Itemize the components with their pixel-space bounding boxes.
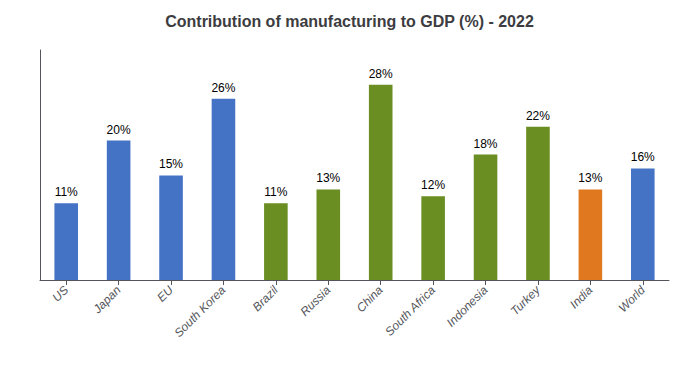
svg-text:India: India [567, 283, 596, 312]
svg-text:EU: EU [154, 283, 176, 305]
svg-text:South Africa: South Africa [382, 283, 438, 339]
svg-text:20%: 20% [107, 123, 131, 137]
svg-text:Japan: Japan [90, 283, 124, 317]
svg-text:South Korea: South Korea [171, 283, 228, 340]
svg-text:China: China [354, 283, 386, 315]
svg-text:Indonesia: Indonesia [444, 283, 491, 330]
svg-text:Turkey: Turkey [508, 282, 544, 318]
svg-text:Contribution of manufacturing: Contribution of manufacturing to GDP (%)… [165, 13, 534, 30]
svg-text:12%: 12% [421, 178, 445, 192]
svg-text:18%: 18% [474, 137, 498, 151]
svg-text:13%: 13% [316, 171, 340, 185]
svg-text:US: US [49, 283, 71, 305]
svg-text:Russia: Russia [297, 283, 333, 319]
svg-text:26%: 26% [211, 81, 235, 95]
svg-text:22%: 22% [526, 109, 550, 123]
svg-text:16%: 16% [631, 150, 655, 164]
svg-text:Brazil: Brazil [250, 283, 281, 314]
svg-text:11%: 11% [55, 185, 78, 199]
svg-text:11%: 11% [264, 185, 287, 199]
svg-text:13%: 13% [578, 171, 602, 185]
svg-text:28%: 28% [369, 67, 393, 81]
svg-text:World: World [616, 283, 648, 315]
svg-text:15%: 15% [159, 157, 183, 171]
